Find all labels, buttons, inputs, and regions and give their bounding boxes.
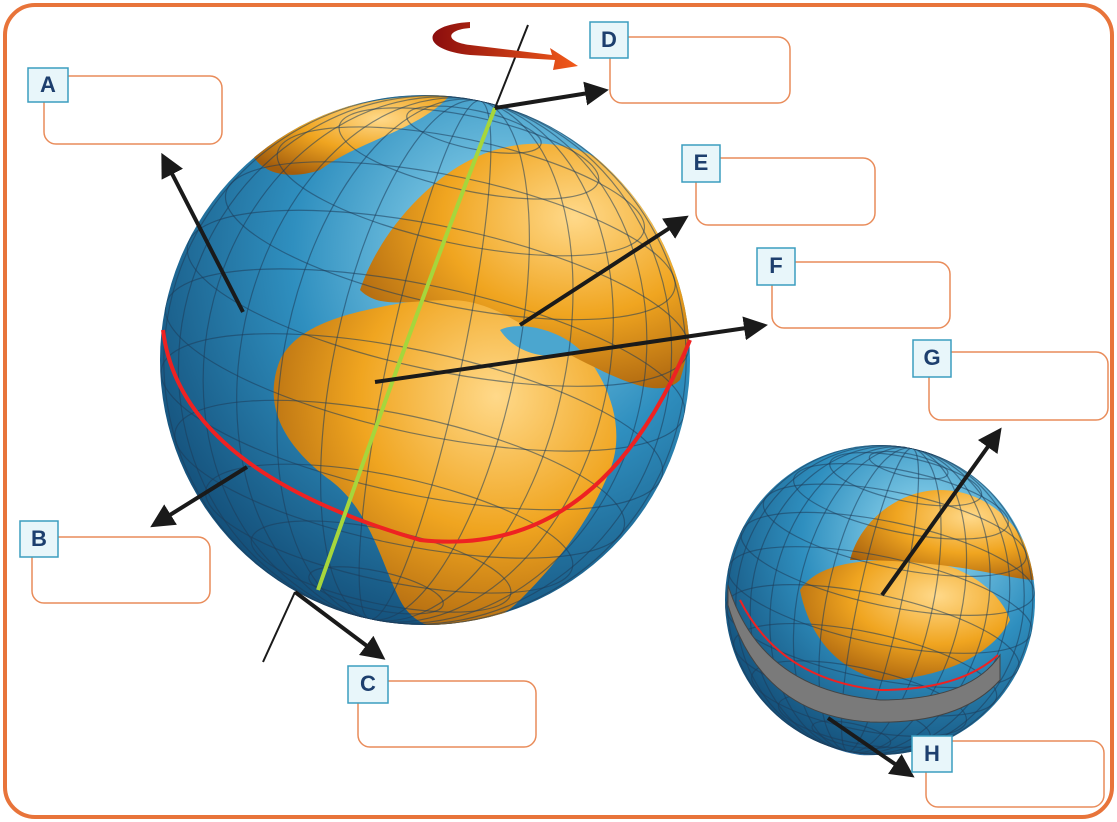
letter: F <box>769 253 782 278</box>
letter: D <box>601 27 617 52</box>
letter: E <box>694 150 709 175</box>
letter: A <box>40 72 56 97</box>
diagram: A B C D E F G H <box>0 0 1117 822</box>
answer-box[interactable] <box>772 262 950 328</box>
letter: C <box>360 671 376 696</box>
letter: H <box>924 741 940 766</box>
answer-box[interactable] <box>610 37 790 103</box>
letter: B <box>31 526 47 551</box>
answer-box[interactable] <box>929 352 1108 420</box>
letter: G <box>923 345 940 370</box>
page: A B C D E F G H (() => { const data = JS… <box>0 0 1117 822</box>
answer-box[interactable] <box>44 76 222 144</box>
answer-box[interactable] <box>696 158 875 225</box>
